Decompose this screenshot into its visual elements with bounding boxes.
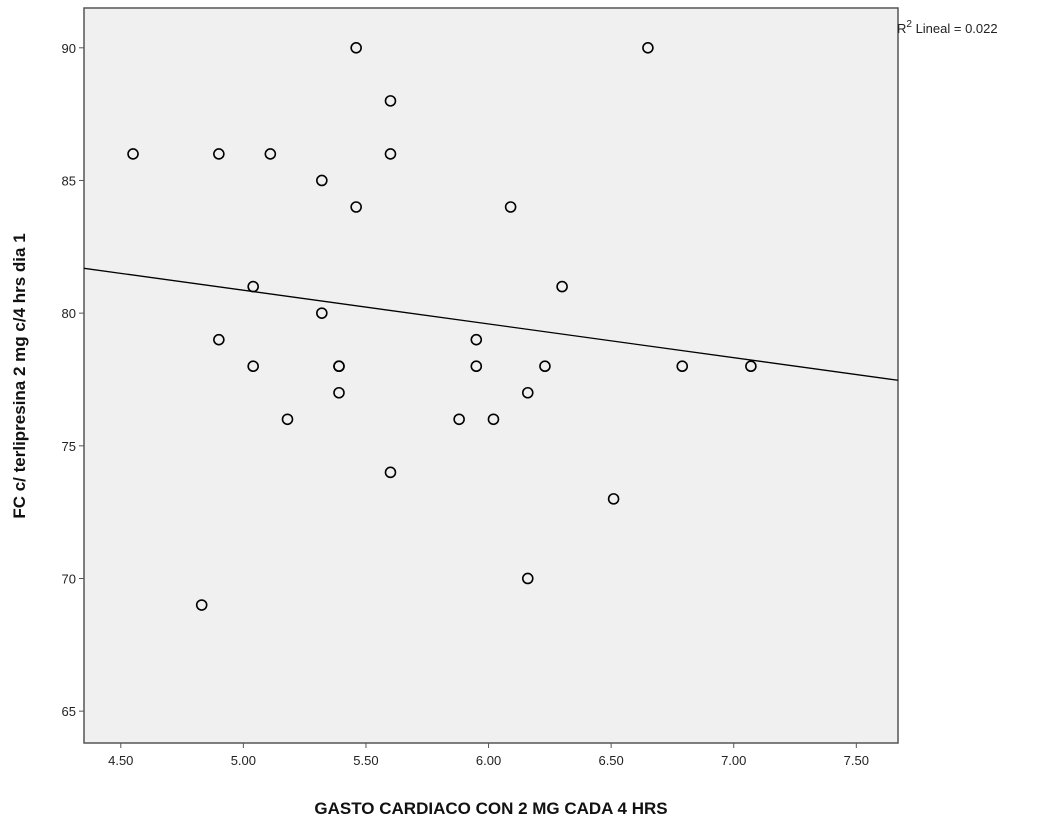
data-point [247, 280, 259, 293]
data-point [745, 360, 757, 373]
data-point [607, 493, 620, 505]
data-point [384, 466, 397, 479]
data-point [316, 307, 328, 319]
data-point [264, 148, 277, 160]
data-point [384, 148, 397, 160]
data-point [521, 572, 534, 585]
x-tick-label: 7.00 [721, 753, 746, 768]
data-points [127, 42, 757, 611]
data-point [470, 333, 483, 346]
y-axis-title: FC c/ terlipresina 2 mg c/4 hrs dia 1 [10, 233, 29, 518]
y-tick-label: 90 [62, 41, 76, 56]
data-point [350, 201, 362, 213]
x-tick-label: 6.00 [476, 753, 501, 768]
data-point [453, 413, 465, 426]
data-point [333, 386, 345, 399]
data-point [213, 333, 225, 346]
x-tick-label: 5.00 [231, 753, 256, 768]
data-point [213, 148, 225, 160]
y-tick-label: 80 [62, 306, 76, 321]
y-tick-label: 70 [62, 571, 76, 586]
data-point [539, 360, 551, 373]
x-axis: 4.50 5.00 5.50 6.00 6.50 7.00 7.50 [108, 743, 869, 768]
x-tick-label: 5.50 [353, 753, 378, 768]
data-point [487, 413, 500, 426]
y-tick-label: 65 [62, 704, 76, 719]
y-tick-label: 75 [62, 439, 76, 454]
data-point [281, 413, 294, 426]
data-point [470, 360, 483, 373]
plot-area [83, 7, 899, 744]
r2-label: R2 Lineal = 0.022 [897, 19, 998, 36]
x-axis-title: GASTO CARDIACO CON 2 MG CADA 4 HRS [314, 799, 667, 818]
data-point [642, 42, 654, 54]
data-point [556, 280, 568, 293]
data-point [384, 95, 397, 107]
x-tick-label: 7.50 [844, 753, 869, 768]
x-tick-label: 4.50 [108, 753, 133, 768]
x-tick-label: 6.50 [598, 753, 623, 768]
data-point [127, 148, 139, 160]
data-point [676, 360, 689, 373]
regression-line [83, 267, 899, 381]
data-point [350, 42, 362, 54]
data-point [521, 386, 534, 399]
data-point [195, 599, 208, 611]
data-point [316, 174, 328, 187]
y-axis: 65 70 75 80 85 90 [62, 41, 84, 719]
data-point [504, 201, 517, 213]
data-point [247, 360, 259, 373]
data-point [333, 360, 345, 373]
y-tick-label: 85 [62, 173, 76, 188]
